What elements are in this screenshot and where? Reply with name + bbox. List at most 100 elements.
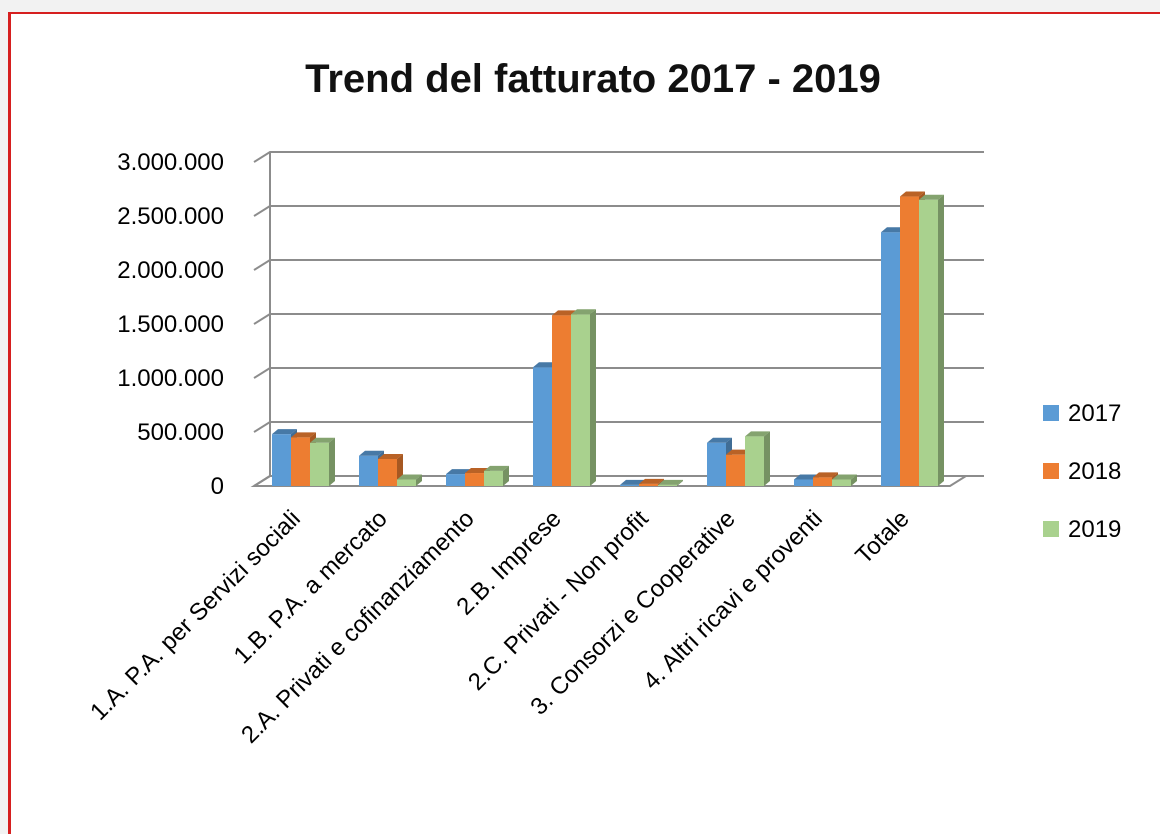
bar-front <box>900 196 919 486</box>
bars <box>272 191 944 487</box>
selection-border-left <box>8 12 11 834</box>
y-tick-label: 2.000.000 <box>117 257 224 284</box>
bar-front <box>397 479 416 486</box>
bar-front <box>533 367 552 486</box>
legend-label: 2019 <box>1068 516 1121 543</box>
gridline <box>253 421 984 433</box>
y-tick-label: 1.500.000 <box>117 311 224 338</box>
bar-front <box>919 199 938 487</box>
legend-swatch <box>1043 521 1059 537</box>
legend-swatch <box>1043 463 1059 479</box>
bar-front <box>832 479 851 486</box>
bar-front <box>813 477 832 486</box>
bar-front <box>359 455 378 486</box>
bar-top <box>726 449 751 455</box>
bar-front <box>310 442 329 486</box>
bar-side <box>938 194 944 487</box>
bar-top <box>832 474 857 480</box>
y-tick-label: 2.500.000 <box>117 203 224 230</box>
bar-front <box>272 434 291 486</box>
bar <box>571 309 596 486</box>
y-tick-label: 3.000.000 <box>117 149 224 176</box>
bar-front <box>707 442 726 486</box>
bar-front <box>552 315 571 486</box>
gridlines <box>253 151 984 487</box>
bar-front <box>620 484 639 486</box>
bar-top <box>533 362 558 368</box>
gridline <box>253 205 984 217</box>
bar-top <box>359 450 384 456</box>
bar-top <box>919 194 944 200</box>
bar-front <box>881 232 900 486</box>
bar-front <box>484 470 503 486</box>
legend-label: 2018 <box>1068 458 1121 485</box>
gridline <box>253 151 984 163</box>
bar <box>745 431 770 486</box>
bar-side <box>764 431 770 486</box>
bar-top <box>881 227 906 233</box>
bar <box>919 194 944 487</box>
y-tick-label: 1.000.000 <box>117 365 224 392</box>
bar-front <box>745 436 764 486</box>
bar-top <box>639 478 664 484</box>
bar-front <box>639 483 658 486</box>
y-axis-ticks: 0 500.000 1.000.000 1.500.000 2.000.000 2.500… <box>117 149 224 500</box>
x-tick-label: 4. Altri ricavi e proventi <box>638 505 828 695</box>
bar-front <box>446 474 465 486</box>
gridline <box>253 367 984 379</box>
legend-swatch <box>1043 405 1059 421</box>
bar-front <box>726 454 745 486</box>
bar-top <box>571 309 596 315</box>
bar <box>484 465 509 486</box>
bar <box>832 474 857 486</box>
bar-top <box>272 429 297 435</box>
bar-side <box>416 474 422 486</box>
bar-side <box>677 479 683 486</box>
legend: 2017 2018 2019 <box>1043 400 1121 543</box>
bar-front <box>658 484 677 486</box>
bar-top <box>707 437 732 443</box>
bar-top <box>484 465 509 471</box>
bar-top <box>446 469 471 475</box>
bar-side <box>329 437 335 486</box>
bar-top <box>291 432 316 438</box>
bar <box>397 474 422 486</box>
bar-top <box>658 479 683 485</box>
x-tick-label: 1.B. P.A. a mercato <box>229 505 393 669</box>
gridline <box>253 259 984 271</box>
bar-top <box>397 474 422 480</box>
bar-top <box>813 472 838 478</box>
bar-top <box>745 431 770 437</box>
bar-top <box>465 468 490 474</box>
chart-walls <box>250 152 970 487</box>
bar-side <box>851 474 857 486</box>
bar-top <box>378 454 403 459</box>
bar-top <box>900 191 925 197</box>
bar <box>310 437 335 486</box>
bar-side <box>503 465 509 486</box>
bar-front <box>571 314 590 486</box>
bar <box>658 479 683 486</box>
bar-front <box>794 479 813 486</box>
window-left-border <box>0 0 8 834</box>
gridline <box>253 313 984 325</box>
legend-label: 2017 <box>1068 400 1121 427</box>
bar-top <box>310 437 335 443</box>
x-tick-label: Totale <box>850 505 914 569</box>
bar-front <box>465 473 484 486</box>
bar-top <box>620 479 645 485</box>
selection-border-top <box>8 12 1160 14</box>
bar-front <box>291 437 310 486</box>
bar-side <box>590 309 596 486</box>
bar-front <box>378 459 397 486</box>
bar-top <box>552 310 577 316</box>
bar <box>378 454 403 486</box>
chart-title: Trend del fatturato 2017 - 2019 <box>305 57 881 101</box>
y-tick-label: 500.000 <box>137 419 224 446</box>
window-top-border <box>0 0 1160 14</box>
y-tick-label: 0 <box>211 473 224 500</box>
bar-top <box>794 474 819 480</box>
